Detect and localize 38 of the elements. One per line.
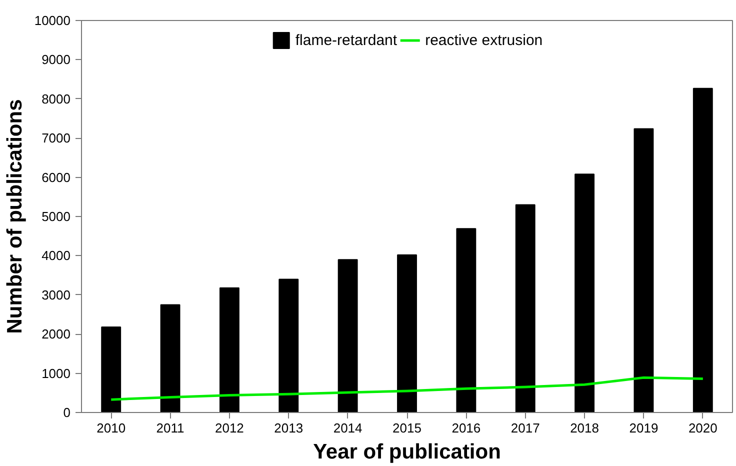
y-tick-label: 5000	[42, 209, 70, 224]
x-tick-label: 2010	[96, 420, 126, 436]
x-tick-label: 2019	[629, 420, 658, 436]
bar	[338, 259, 358, 412]
y-tick-label: 2000	[42, 326, 70, 342]
x-tick-label: 2014	[333, 420, 362, 436]
bar	[160, 304, 180, 412]
y-tick-label: 7000	[42, 130, 70, 146]
bar	[692, 88, 713, 412]
bar	[397, 254, 417, 412]
y-tick-label: 3000	[42, 287, 70, 302]
bar	[219, 287, 240, 412]
x-tick-label: 2017	[510, 420, 540, 436]
bar	[515, 204, 536, 412]
x-tick-label: 2018	[570, 420, 600, 436]
y-tick-label: 0	[63, 405, 71, 420]
line-series	[110, 376, 704, 401]
bar	[634, 128, 654, 412]
y-tick-label: 9000	[42, 52, 70, 68]
bar	[278, 278, 299, 412]
y-axis-title: Number of publications	[3, 99, 26, 334]
y-tick-label: 4000	[42, 248, 70, 264]
y-tick-label: 1000	[42, 366, 70, 381]
x-tick-label: 2020	[688, 420, 718, 436]
y-tick-label: 10000	[34, 13, 71, 28]
bar	[574, 174, 595, 412]
bar	[456, 228, 476, 412]
x-tick-label: 2016	[452, 420, 481, 436]
x-tick-label: 2015	[392, 420, 422, 436]
x-tick-label: 2013	[274, 420, 304, 436]
legend-label: reactive extrusion	[425, 32, 543, 48]
x-tick-label: 2011	[156, 420, 184, 436]
y-tick-label: 8000	[42, 91, 70, 106]
legend-label: flame-retardant	[295, 32, 398, 48]
x-tick-label: 2012	[214, 420, 244, 436]
x-axis-title: Year of publication	[313, 440, 501, 464]
bar	[101, 326, 122, 412]
y-tick-label: 6000	[42, 170, 70, 185]
